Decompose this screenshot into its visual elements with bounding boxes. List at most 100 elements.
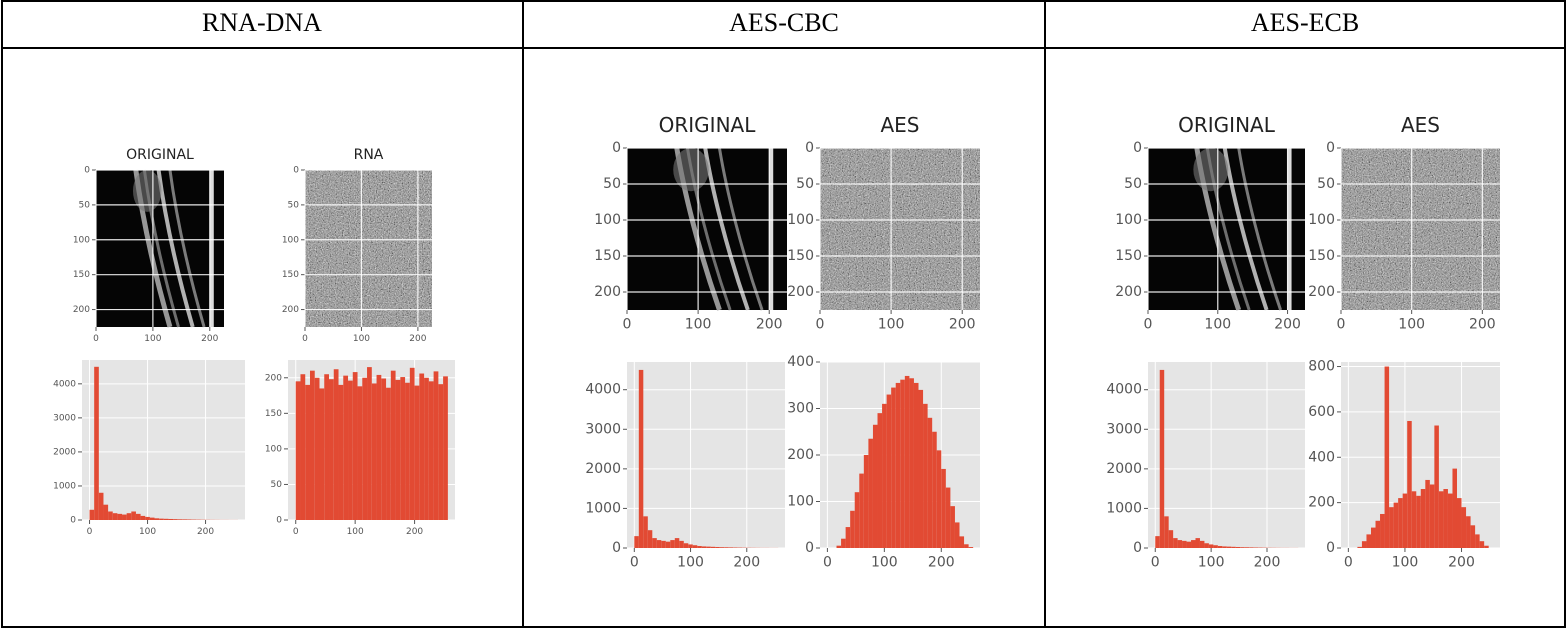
histogram-bar bbox=[950, 506, 955, 548]
y-tick-label: 100 bbox=[265, 444, 282, 454]
x-tick-label: 0 bbox=[816, 316, 825, 332]
y-tick-label: 1000 bbox=[585, 500, 621, 516]
histogram: 0 200 400 600 800 0 100 200 bbox=[1308, 359, 1500, 570]
x-tick-label: 100 bbox=[878, 316, 905, 332]
histogram-bar bbox=[173, 519, 178, 520]
histogram-bar bbox=[89, 509, 95, 520]
histogram-bar bbox=[1447, 493, 1453, 548]
histogram-bar bbox=[710, 546, 716, 548]
x-tick-label: 200 bbox=[201, 334, 218, 344]
histogram-bar bbox=[877, 413, 883, 548]
histogram-bar bbox=[1380, 513, 1385, 548]
y-tick-label: 150 bbox=[787, 248, 814, 264]
image-title: AES bbox=[1401, 113, 1440, 137]
y-tick-label: 150 bbox=[282, 270, 299, 280]
histogram-bar bbox=[117, 513, 123, 520]
histogram-bar bbox=[845, 527, 851, 548]
histogram-bar bbox=[1155, 536, 1160, 548]
anatomy-stroke bbox=[1237, 147, 1282, 311]
y-tick-label: 150 bbox=[1308, 248, 1335, 264]
y-tick-label: 200 bbox=[282, 305, 299, 315]
x-tick-label: 200 bbox=[1448, 554, 1475, 570]
image-title: ORIGINAL bbox=[126, 147, 194, 163]
histogram-bar bbox=[433, 371, 439, 520]
histogram-bar bbox=[131, 511, 136, 520]
histogram-bar bbox=[964, 544, 969, 548]
x-tick-label: 100 bbox=[347, 527, 364, 537]
y-tick-label: 100 bbox=[282, 235, 299, 245]
y-tick-label: 150 bbox=[265, 409, 282, 419]
x-tick-label: 0 bbox=[1344, 554, 1353, 570]
image-noise bbox=[305, 170, 432, 327]
x-tick-label: 100 bbox=[685, 316, 712, 332]
y-tick-label: 50 bbox=[1124, 176, 1142, 192]
histogram-bar bbox=[1240, 547, 1245, 548]
histogram-bar bbox=[719, 547, 725, 548]
y-tick-label: 100 bbox=[73, 235, 90, 245]
histogram-bar bbox=[1177, 540, 1183, 548]
y-tick-label: 100 bbox=[1115, 212, 1142, 228]
y-tick-label: 50 bbox=[603, 176, 621, 192]
histogram-bar bbox=[295, 381, 301, 520]
histogram-bar bbox=[1370, 527, 1376, 548]
histogram-bar bbox=[338, 384, 344, 520]
histogram-bar bbox=[968, 547, 974, 548]
x-tick-label: 200 bbox=[1274, 316, 1301, 332]
histogram-bar bbox=[405, 382, 410, 520]
x-tick-label: 200 bbox=[406, 527, 423, 537]
histogram-bar bbox=[1199, 540, 1205, 548]
histogram-bar bbox=[638, 369, 644, 548]
histogram: 0 1000 2000 3000 4000 0 100 200 bbox=[53, 360, 245, 537]
histogram-bar bbox=[1159, 369, 1165, 548]
x-tick-label: 0 bbox=[823, 554, 832, 570]
y-tick-label: 0 bbox=[805, 540, 814, 556]
histogram-bar bbox=[872, 424, 878, 548]
column-header: RNA-DNA bbox=[202, 8, 322, 37]
column-header: AES-CBC bbox=[729, 8, 839, 37]
histogram-bar bbox=[936, 450, 942, 548]
histogram-bar bbox=[438, 384, 444, 520]
x-tick-label: 100 bbox=[1398, 316, 1425, 332]
image-edge bbox=[769, 148, 774, 310]
histogram-bar bbox=[108, 511, 113, 520]
histogram-bar bbox=[1375, 520, 1381, 548]
histogram-bar bbox=[428, 381, 434, 520]
histogram-bar bbox=[122, 514, 127, 520]
histogram-bar bbox=[927, 417, 933, 548]
x-tick-label: 200 bbox=[197, 527, 214, 537]
y-tick-label: 0 bbox=[612, 140, 621, 156]
histogram-bar bbox=[882, 403, 887, 548]
y-tick-label: 50 bbox=[796, 176, 814, 192]
x-tick-label: 0 bbox=[1151, 554, 1160, 570]
anatomy-blob bbox=[1193, 148, 1229, 192]
histogram-bar bbox=[135, 513, 141, 520]
histogram-bar bbox=[1475, 534, 1480, 548]
y-tick-label: 100 bbox=[594, 212, 621, 228]
histogram-bar bbox=[324, 374, 330, 520]
histogram-bar bbox=[168, 518, 174, 520]
histogram-bar bbox=[1366, 534, 1371, 548]
histogram: 0 1000 2000 3000 4000 0 100 200 bbox=[1106, 362, 1305, 570]
histogram-bar bbox=[854, 492, 860, 548]
histogram-bar bbox=[333, 369, 339, 520]
histogram-bar bbox=[1425, 479, 1430, 548]
y-tick-label: 4000 bbox=[585, 382, 621, 398]
histogram-bar bbox=[414, 385, 420, 520]
x-tick-label: 0 bbox=[293, 527, 299, 537]
histogram-bar bbox=[652, 538, 657, 548]
y-tick-label: 0 bbox=[293, 166, 299, 176]
histogram-bar bbox=[376, 374, 382, 520]
histogram-bar bbox=[863, 455, 869, 548]
histogram-bar bbox=[371, 383, 377, 520]
x-tick-label: 200 bbox=[756, 316, 783, 332]
x-tick-label: 100 bbox=[1198, 554, 1225, 570]
histogram-bar bbox=[159, 518, 164, 520]
histogram-bar bbox=[724, 547, 729, 548]
histogram-bar bbox=[1389, 507, 1394, 548]
y-tick-label: 4000 bbox=[53, 379, 76, 389]
histogram-bar bbox=[1420, 489, 1426, 548]
y-tick-label: 0 bbox=[1133, 140, 1142, 156]
histogram-bar bbox=[103, 504, 109, 520]
